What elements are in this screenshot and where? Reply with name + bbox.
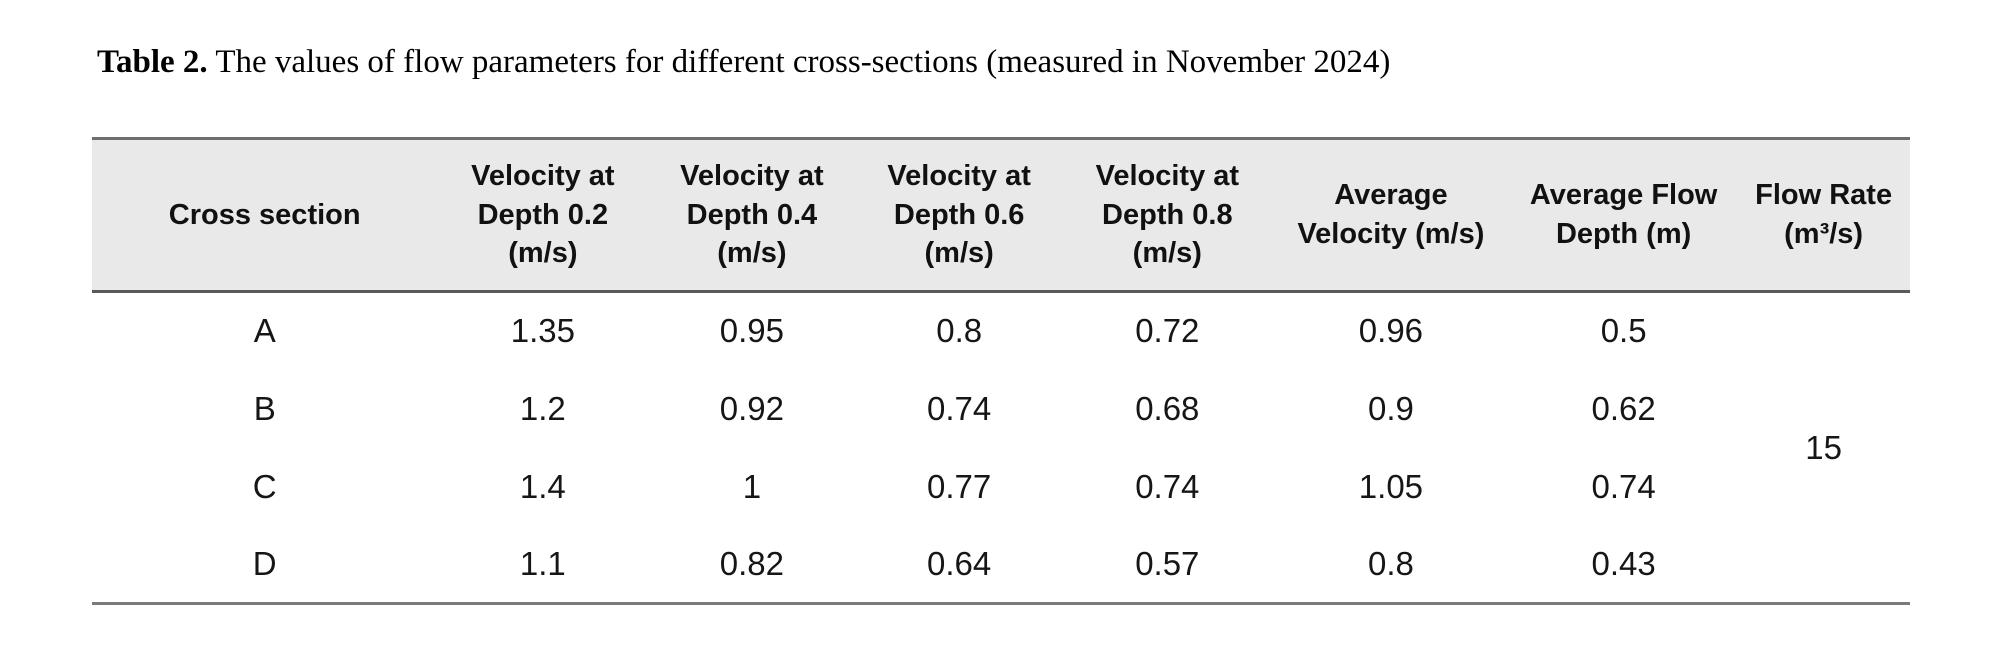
table-header-row: Cross section Velocity at Depth 0.2 (m/s… bbox=[92, 138, 1910, 293]
table-row-a: A 1.35 0.95 0.8 0.72 0.96 0.5 15 bbox=[92, 292, 1910, 465]
cell-velocity-0-6: 0.64 bbox=[927, 544, 992, 582]
cell-average-flow-depth: 0.5 bbox=[1600, 312, 1647, 350]
row-label: D bbox=[252, 544, 277, 582]
cell-average-velocity: 0.9 bbox=[1367, 389, 1414, 427]
header-cell-average-flow-depth: Average Flow Depth (m) bbox=[1510, 138, 1738, 293]
cell-velocity-0-2: 1.35 bbox=[510, 312, 575, 350]
cell-average-velocity: 0.8 bbox=[1367, 544, 1414, 582]
table-row-d: D 1.1 0.82 0.64 0.57 0.8 0.43 bbox=[92, 526, 1910, 604]
row-label: C bbox=[252, 467, 277, 505]
header-cell-average-velocity: Average Velocity (m/s) bbox=[1271, 138, 1510, 293]
cell-velocity-0-4: 0.92 bbox=[719, 389, 785, 427]
flow-parameters-table: Cross section Velocity at Depth 0.2 (m/s… bbox=[92, 137, 1910, 605]
table-row-c: C 1.4 1 0.77 0.74 1.05 0.74 bbox=[92, 448, 1910, 526]
cell-velocity-0-6: 0.8 bbox=[936, 312, 983, 350]
cell-velocity-0-8: 0.57 bbox=[1135, 544, 1200, 582]
cell-velocity-0-8: 0.72 bbox=[1135, 312, 1200, 350]
table-caption-text: The values of flow parameters for differ… bbox=[215, 44, 1391, 80]
table-caption-label: Table 2. bbox=[97, 44, 208, 80]
header-cell-velocity-depth-0-2: Velocity at Depth 0.2 (m/s) bbox=[437, 138, 649, 293]
cell-velocity-0-2: 1.1 bbox=[519, 544, 566, 582]
cell-average-flow-depth: 0.74 bbox=[1591, 467, 1656, 505]
cell-average-velocity: 0.96 bbox=[1358, 312, 1424, 350]
header-cell-cross-section: Cross section bbox=[92, 138, 438, 293]
header-cell-velocity-depth-0-4: Velocity at Depth 0.4 (m/s) bbox=[648, 138, 856, 293]
cell-velocity-0-6: 0.77 bbox=[927, 467, 992, 505]
header-cell-velocity-depth-0-8: Velocity at Depth 0.8 (m/s) bbox=[1062, 138, 1272, 293]
header-cell-velocity-depth-0-6: Velocity at Depth 0.6 (m/s) bbox=[855, 138, 1063, 293]
cell-velocity-0-6: 0.74 bbox=[927, 389, 992, 427]
cell-flow-rate-merged: 15 bbox=[1805, 428, 1842, 466]
cell-velocity-0-2: 1.4 bbox=[519, 467, 566, 505]
cell-velocity-0-4: 0.95 bbox=[719, 312, 785, 350]
cell-velocity-0-4: 0.82 bbox=[719, 544, 785, 582]
cell-velocity-0-2: 1.2 bbox=[519, 389, 566, 427]
table-row-b: B 1.2 0.92 0.74 0.68 0.9 0.62 bbox=[92, 370, 1910, 448]
cell-average-flow-depth: 0.43 bbox=[1591, 544, 1656, 582]
header-cell-flow-rate: Flow Rate (m³/s) bbox=[1737, 138, 1910, 293]
cell-velocity-0-4: 1 bbox=[742, 467, 762, 505]
cell-velocity-0-8: 0.68 bbox=[1135, 389, 1200, 427]
cell-average-flow-depth: 0.62 bbox=[1591, 389, 1656, 427]
row-label: B bbox=[253, 389, 276, 427]
cell-average-velocity: 1.05 bbox=[1358, 467, 1424, 505]
table-caption: Table 2. The values of flow parameters f… bbox=[97, 44, 1390, 81]
row-label: A bbox=[253, 312, 276, 350]
cell-velocity-0-8: 0.74 bbox=[1135, 467, 1200, 505]
